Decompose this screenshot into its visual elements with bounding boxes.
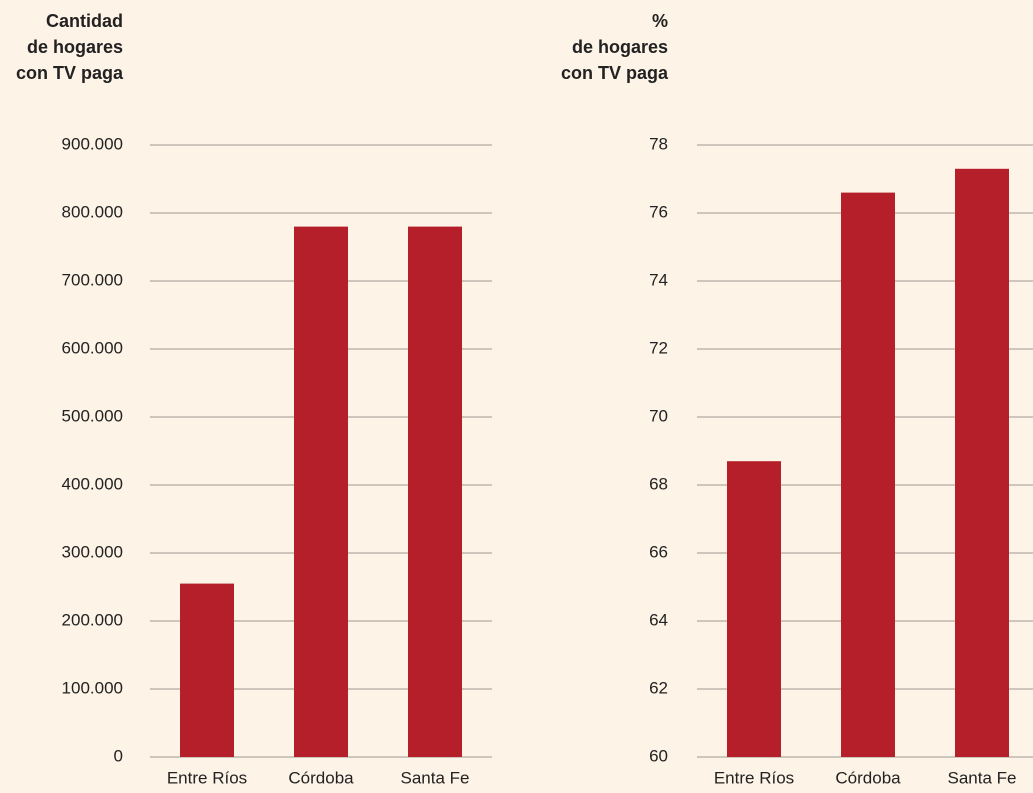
x-tick-label: Córdoba (288, 768, 354, 787)
y-tick-label: 600.000 (62, 338, 123, 357)
x-tick-label: Córdoba (835, 768, 901, 787)
bar (955, 168, 1009, 758)
y-tick-label: 60 (649, 746, 668, 765)
y-axis-title: Cantidad (46, 11, 123, 31)
y-tick-label: 800.000 (62, 202, 123, 221)
y-tick-label: 72 (649, 338, 668, 357)
y-tick-label: 78 (649, 134, 668, 153)
y-axis-title: de hogares (572, 37, 668, 57)
y-axis-title: con TV paga (561, 63, 669, 83)
bar (727, 461, 781, 757)
y-tick-label: 900.000 (62, 134, 123, 153)
y-tick-label: 64 (649, 610, 668, 629)
y-tick-label: 76 (649, 202, 668, 221)
y-tick-label: 100.000 (62, 678, 123, 697)
y-tick-label: 400.000 (62, 474, 123, 493)
y-tick-label: 74 (649, 270, 668, 289)
y-axis-title: de hogares (27, 37, 123, 57)
y-tick-label: 700.000 (62, 270, 123, 289)
x-tick-label: Santa Fe (401, 768, 470, 787)
x-tick-label: Santa Fe (948, 768, 1017, 787)
y-axis-title: % (652, 11, 668, 31)
y-tick-label: 62 (649, 678, 668, 697)
y-tick-label: 0 (114, 746, 123, 765)
y-tick-label: 68 (649, 474, 668, 493)
y-tick-label: 300.000 (62, 542, 123, 561)
y-tick-label: 200.000 (62, 610, 123, 629)
bar (180, 583, 234, 757)
x-tick-label: Entre Ríos (167, 768, 247, 787)
bar (294, 226, 348, 758)
y-tick-label: 70 (649, 406, 668, 425)
bar (841, 192, 895, 758)
bar (408, 226, 462, 758)
y-tick-label: 500.000 (62, 406, 123, 425)
x-tick-label: Entre Ríos (714, 768, 794, 787)
y-tick-label: 66 (649, 542, 668, 561)
y-axis-title: con TV paga (16, 63, 124, 83)
